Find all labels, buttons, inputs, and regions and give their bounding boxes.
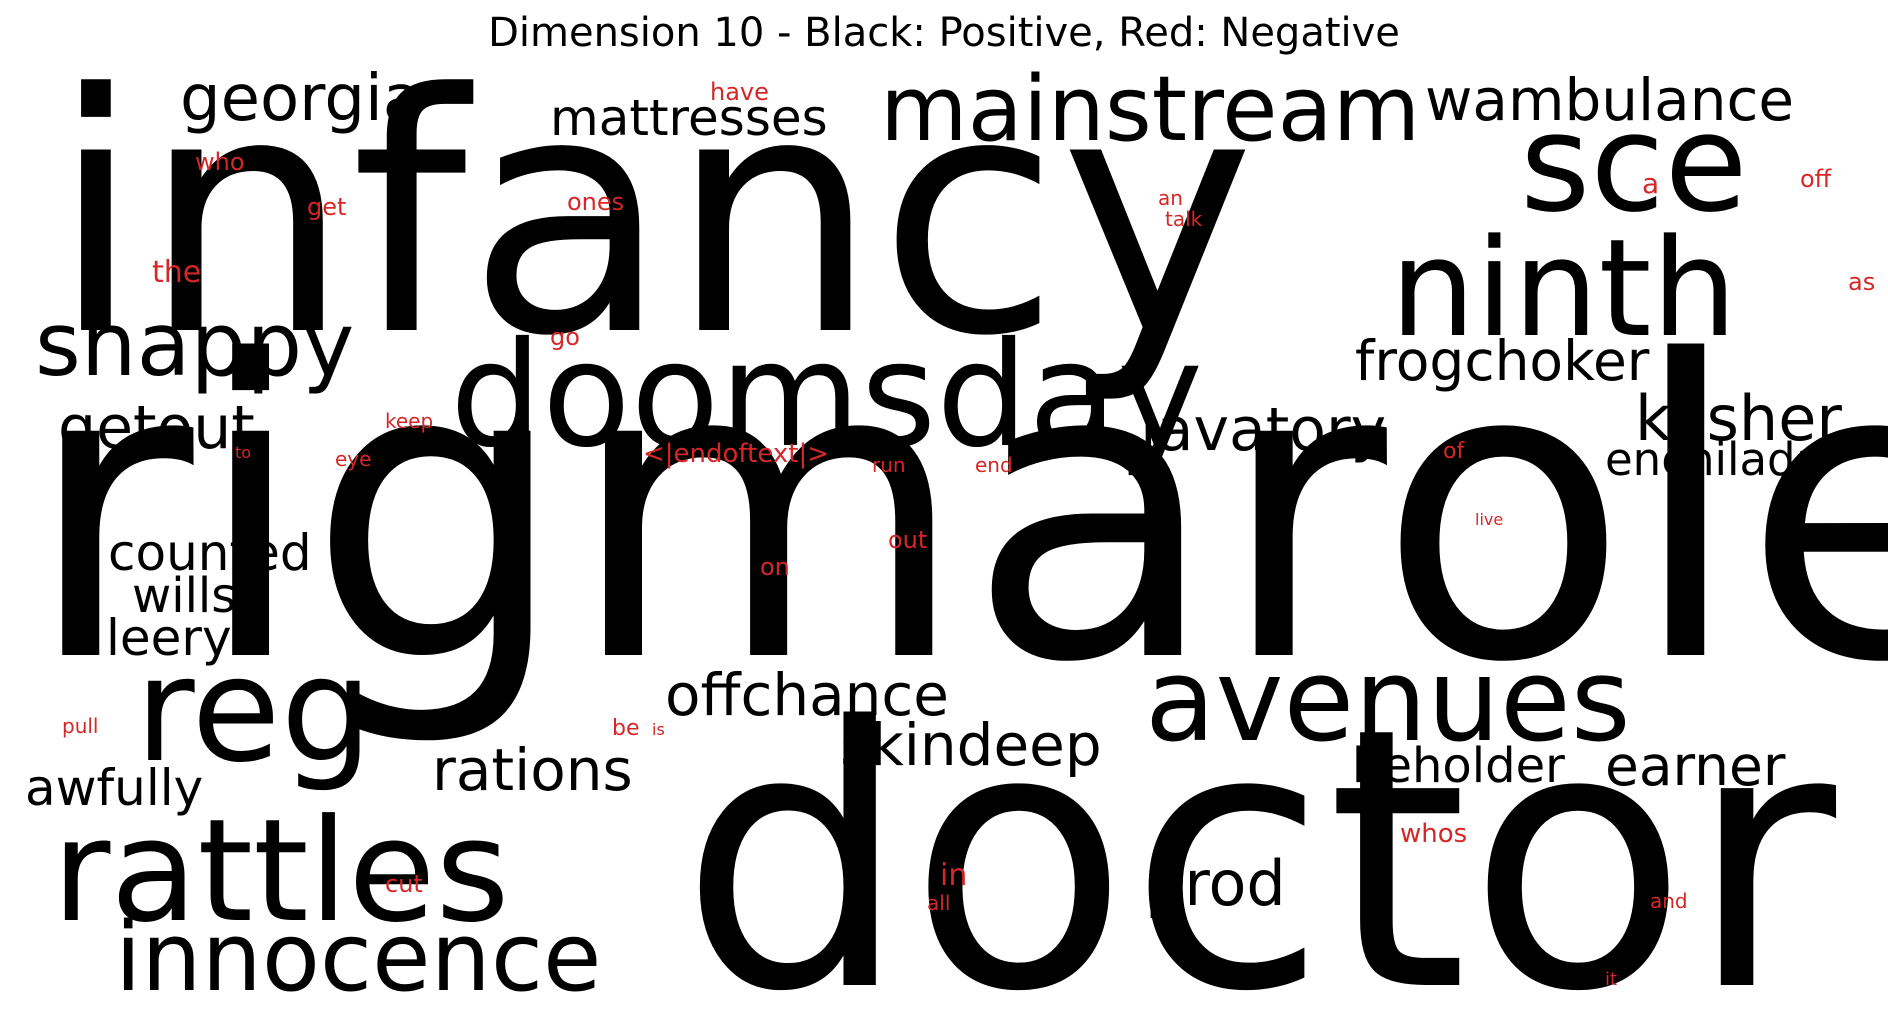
word-positive-mainstream: mainstream xyxy=(880,57,1420,162)
word-positive-earner: earner xyxy=(1605,734,1786,798)
word-negative-live: live xyxy=(1475,510,1503,529)
word-positive-leery: leery xyxy=(106,609,232,667)
word-positive-offchance: offchance xyxy=(665,661,949,729)
word-positive-wills: wills xyxy=(132,568,236,624)
word-positive-doomsday: doomsday xyxy=(450,311,1203,480)
word-positive-ninth: ninth xyxy=(1390,210,1737,367)
word-negative-endoftext: <|endoftext|> xyxy=(643,439,829,469)
word-positive-beholder: beholder xyxy=(1352,738,1565,794)
word-positive-wambulance: wambulance xyxy=(1425,66,1794,134)
word-negative-is: is xyxy=(652,720,665,739)
word-negative-who: who xyxy=(195,148,245,176)
word-negative-in: in xyxy=(940,858,967,893)
word-negative-talk: talk xyxy=(1165,207,1203,231)
word-positive-rattles: rattles xyxy=(52,789,510,954)
word-negative-an: an xyxy=(1158,186,1183,210)
word-negative-whos: whos xyxy=(1400,819,1467,849)
word-negative-eye: eye xyxy=(335,447,371,471)
word-negative-on: on xyxy=(760,553,790,581)
word-positive-sce: sce xyxy=(1520,85,1748,242)
word-negative-get: get xyxy=(307,193,346,221)
word-positive-rations: rations xyxy=(432,736,633,804)
word-negative-go: go xyxy=(550,323,580,351)
word-negative-ones: ones xyxy=(567,188,624,216)
word-positive-kosher: kosher xyxy=(1635,382,1842,455)
word-negative-pull: pull xyxy=(62,714,98,738)
word-positive-doctor: doctor xyxy=(680,651,1840,1010)
word-negative-off: off xyxy=(1800,165,1832,193)
word-positive-awfully: awfully xyxy=(25,759,203,817)
word-positive-getout: getout xyxy=(58,393,255,463)
word-negative-a: a xyxy=(1642,167,1659,200)
word-negative-and: and xyxy=(1650,889,1688,913)
word-positive-lavatory: lavatory xyxy=(1140,395,1386,465)
word-negative-of: of xyxy=(1443,439,1465,464)
word-negative-the: the xyxy=(152,255,201,290)
word-positive-infancy: infancy xyxy=(50,24,1255,408)
word-negative-it: it xyxy=(1605,969,1617,990)
word-negative-be: be xyxy=(612,716,640,741)
word-negative-cut: cut xyxy=(385,870,423,898)
word-negative-have: have xyxy=(710,78,769,106)
word-positive-skindeep: skindeep xyxy=(840,711,1102,779)
word-positive-snappy: snappy xyxy=(35,293,354,396)
cloud-title: Dimension 10 - Black: Positive, Red: Neg… xyxy=(488,10,1400,56)
word-negative-to: to xyxy=(235,443,251,462)
word-negative-all: all xyxy=(927,891,950,915)
word-negative-end: end xyxy=(975,453,1013,477)
word-positive-prod: prod xyxy=(1145,847,1286,920)
word-positive-innocence: innocence xyxy=(115,903,602,1010)
word-positive-georgia: georgia xyxy=(180,62,422,136)
word-negative-keep: keep xyxy=(385,409,433,433)
word-positive-counted: counted xyxy=(108,524,312,582)
word-negative-run: run xyxy=(872,453,906,477)
word-positive-rigmarole: rigmarole xyxy=(25,274,1888,752)
word-negative-as: as xyxy=(1848,268,1875,296)
word-positive-reg: reg xyxy=(135,626,373,795)
word-negative-out: out xyxy=(888,526,927,554)
word-positive-avenues: avenues xyxy=(1145,634,1631,768)
word-positive-enchilada: enchilada xyxy=(1605,433,1823,486)
word-positive-mattresses: mattresses xyxy=(550,89,828,147)
word-positive-frogchoker: frogchoker xyxy=(1355,329,1650,393)
